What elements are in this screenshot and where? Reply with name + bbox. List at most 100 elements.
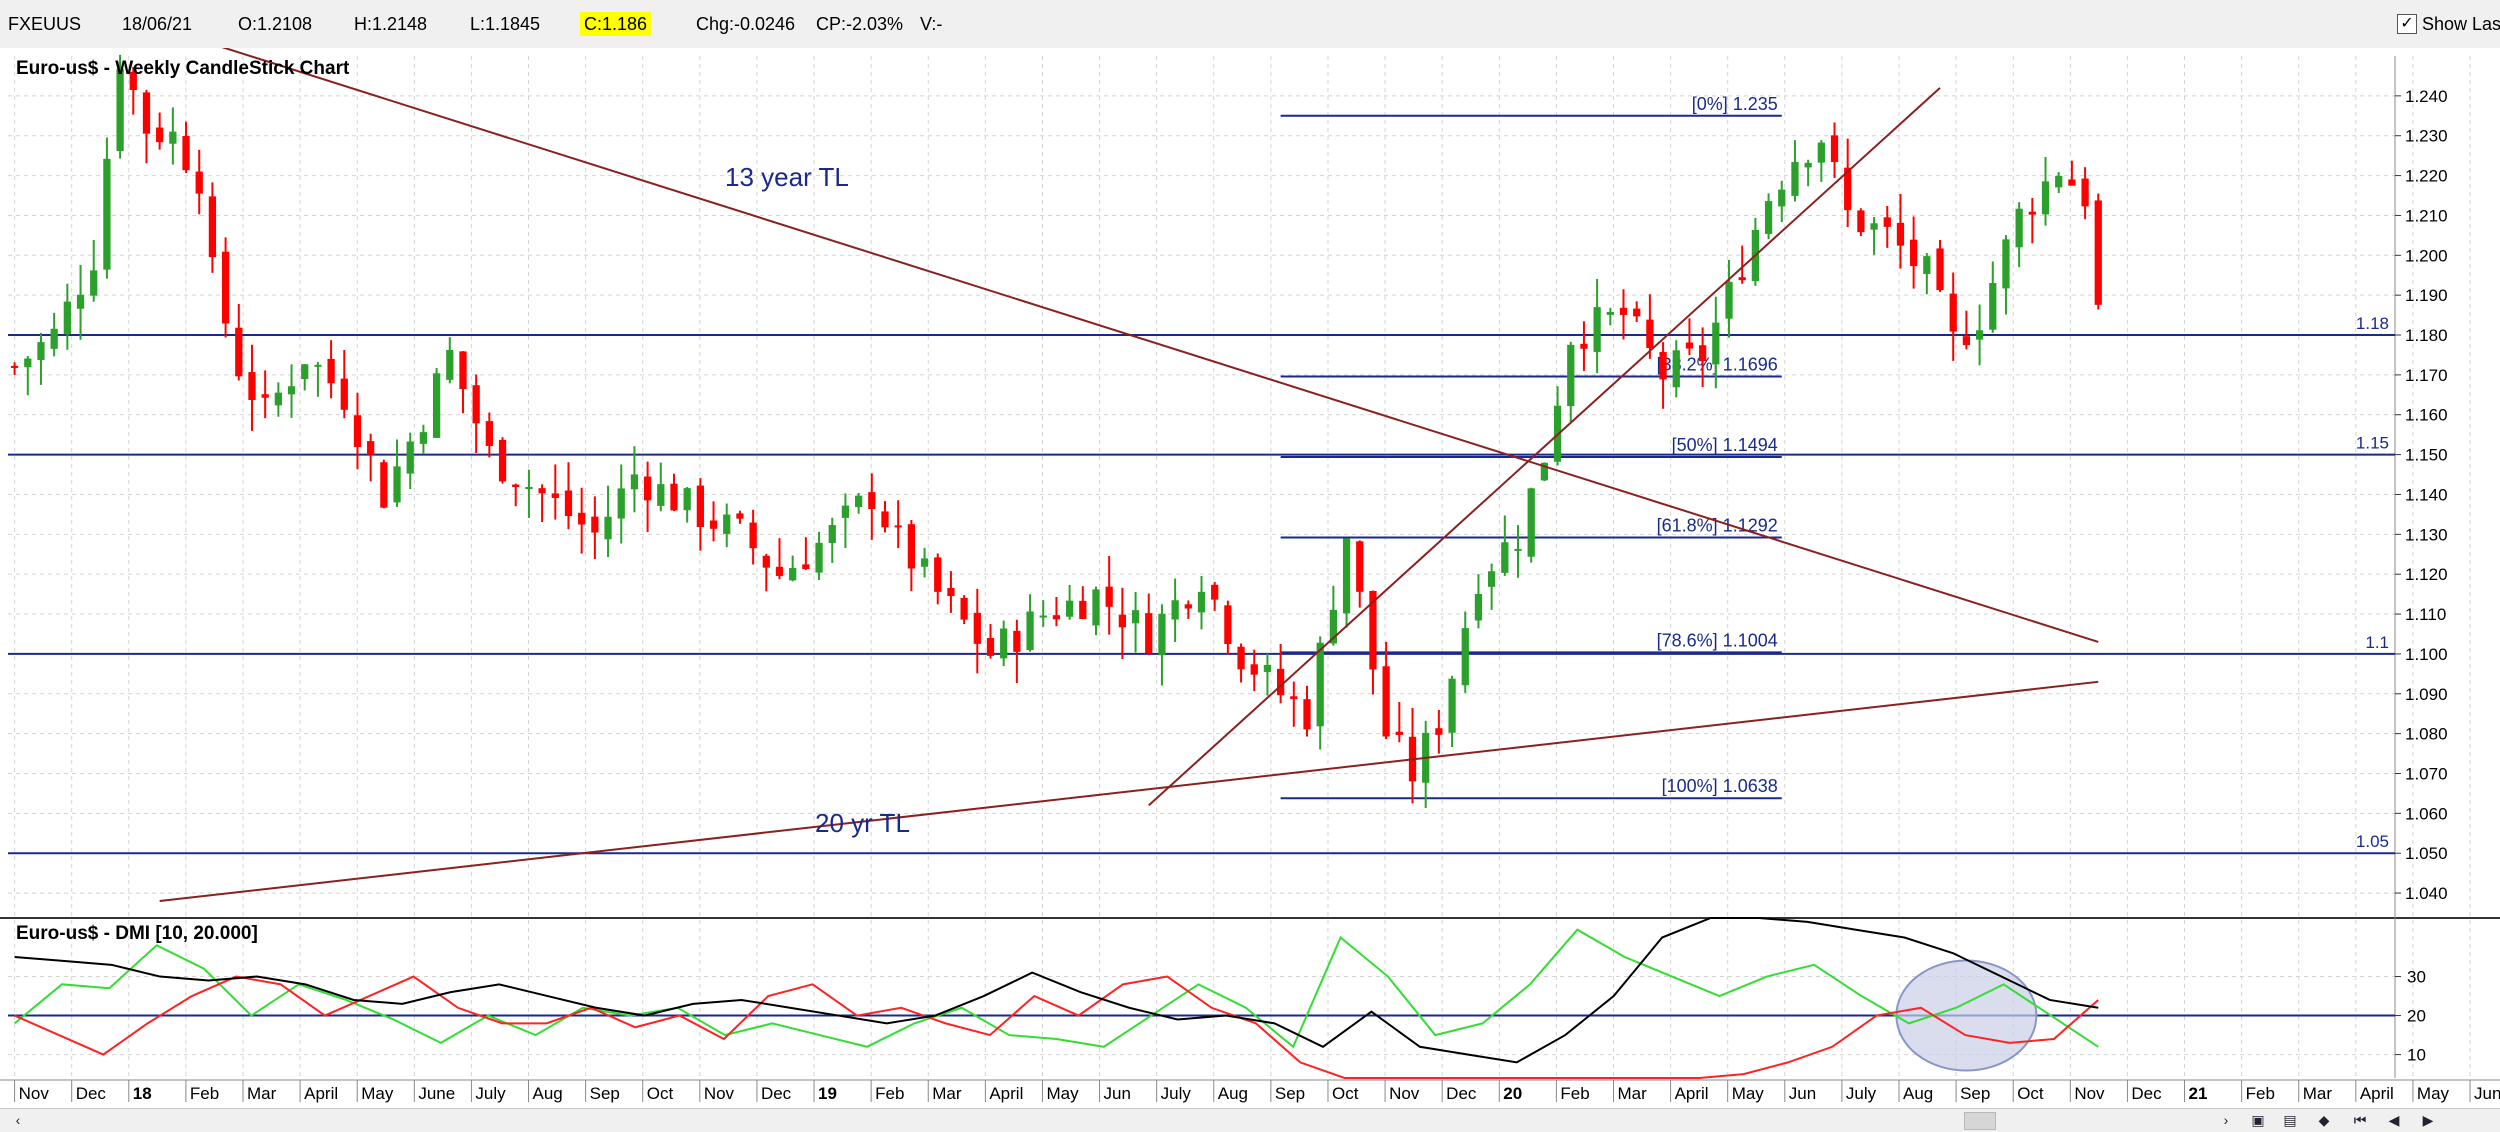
candle-body (1263, 664, 1272, 672)
candle-body (538, 488, 546, 494)
candle-body (1883, 217, 1891, 227)
candle-body (1989, 283, 1997, 330)
candle-body (432, 373, 441, 438)
first-bar-icon[interactable]: ⏮ (2353, 1112, 2367, 1128)
candle-body (1646, 319, 1654, 349)
candle-body (630, 474, 639, 490)
candle-body (221, 251, 230, 324)
dmi-tick-label: 30 (2407, 968, 2426, 987)
candle-body (446, 350, 454, 380)
price-tick-label: 1.120 (2405, 565, 2448, 584)
candle-body (1791, 162, 1799, 196)
candle-body (1633, 308, 1641, 317)
candle-body (736, 513, 744, 519)
candle-body (1923, 256, 1931, 274)
time-tick-label: 19 (818, 1084, 837, 1103)
time-tick-label: 20 (1503, 1084, 1522, 1103)
candle-body (248, 372, 256, 400)
price-tick-label: 1.140 (2405, 485, 2448, 504)
candle-body (947, 587, 955, 597)
candle-body (525, 486, 533, 489)
trendline (221, 48, 2099, 643)
show-last-label: Show Last (2422, 14, 2500, 34)
time-tick-label: Feb (1560, 1084, 1589, 1103)
candle-body (142, 92, 151, 134)
candle-body (50, 328, 58, 349)
scroll-thumb[interactable] (1964, 1112, 1996, 1130)
candle-body (235, 327, 243, 377)
time-tick-label: Dec (761, 1084, 792, 1103)
time-tick-label: May (2417, 1084, 2450, 1103)
candle-body (1079, 600, 1087, 620)
zoom-out-icon[interactable]: ▤ (2283, 1112, 2297, 1128)
time-tick-label: Feb (2246, 1084, 2275, 1103)
symbol-label: FXEUUS (8, 14, 82, 34)
level-label: 1.15 (2356, 434, 2389, 453)
candle-body (1250, 664, 1258, 675)
time-tick-label: Aug (533, 1084, 563, 1103)
pan-icon[interactable]: ◆ (2318, 1112, 2330, 1128)
candle-body (1910, 239, 1918, 267)
price-tick-label: 1.080 (2405, 725, 2448, 744)
fib-label: [100%] 1.0638 (1662, 776, 1778, 796)
time-tick-label: Dec (1446, 1084, 1477, 1103)
annotation-13-year-tl: 13 year TL (725, 162, 849, 192)
time-tick-label: Aug (1218, 1084, 1248, 1103)
candle-body (512, 484, 520, 488)
candle-body (1303, 699, 1311, 730)
candle-body (485, 421, 493, 446)
candle-body (261, 394, 269, 398)
candle-body (2028, 211, 2036, 215)
candle-body (2094, 200, 2102, 305)
time-tick-label: Mar (1617, 1084, 1647, 1103)
time-tick-label: Dec (2131, 1084, 2162, 1103)
candle-body (1316, 642, 1324, 727)
candle-body (1356, 541, 1364, 592)
show-last-checkbox[interactable]: ✓ (2397, 14, 2417, 34)
time-tick-label: Nov (1389, 1084, 1420, 1103)
candle-body (1448, 678, 1456, 733)
fib-label: [61.8%] 1.1292 (1657, 516, 1778, 536)
dmi-series-line (13, 928, 2099, 1049)
candle-body (393, 466, 401, 503)
fib-label: [38.2%] 1.1696 (1657, 354, 1778, 374)
zoom-in-icon[interactable]: ▣ (2251, 1112, 2265, 1128)
candle-body (578, 512, 586, 525)
candle-body (1936, 248, 1944, 291)
candle-body (1501, 542, 1509, 573)
candle-body (854, 495, 863, 508)
candle-body (1896, 222, 1905, 246)
candle-body (1527, 488, 1535, 557)
candle-body (24, 358, 32, 368)
scroll-left-icon[interactable]: ‹ (15, 1112, 21, 1128)
next-bar-icon[interactable]: ▶ (2422, 1112, 2434, 1128)
prev-bar-icon[interactable]: ◀ (2388, 1112, 2400, 1128)
scroll-bar[interactable]: ‹ › ▣ ▤ ◆ ⏮ ◀ ▶ (0, 1108, 2500, 1132)
candle-body (1488, 571, 1496, 587)
candle-body (1131, 610, 1140, 624)
fib-label: [50%] 1.1494 (1672, 435, 1778, 455)
price-tick-label: 1.160 (2405, 406, 2448, 425)
scroll-right-icon[interactable]: › (2223, 1112, 2229, 1128)
candle-body (1764, 201, 1773, 234)
change-value: Chg:-0.0246 (696, 14, 796, 34)
candle-body (1145, 613, 1153, 654)
candle-body (1039, 615, 1047, 618)
candle-body (789, 568, 797, 581)
price-tick-label: 1.070 (2405, 764, 2448, 783)
trendlines (159, 48, 2099, 903)
price-tick-label: 1.040 (2405, 884, 2448, 903)
level-label: 1.05 (2356, 832, 2389, 851)
candle-body (1118, 614, 1126, 628)
candle-body (340, 378, 348, 410)
candle-body (287, 386, 296, 395)
fib-label: [0%] 1.235 (1692, 94, 1778, 114)
candle-body (907, 524, 915, 569)
candle-body (1461, 628, 1469, 686)
candle-body (274, 392, 282, 406)
grid-lines (0, 56, 2500, 1078)
candle-body (1817, 142, 1825, 163)
time-tick-label: Sep (1275, 1084, 1305, 1103)
candle-body (1685, 342, 1694, 349)
price-tick-label: 1.240 (2405, 87, 2448, 106)
